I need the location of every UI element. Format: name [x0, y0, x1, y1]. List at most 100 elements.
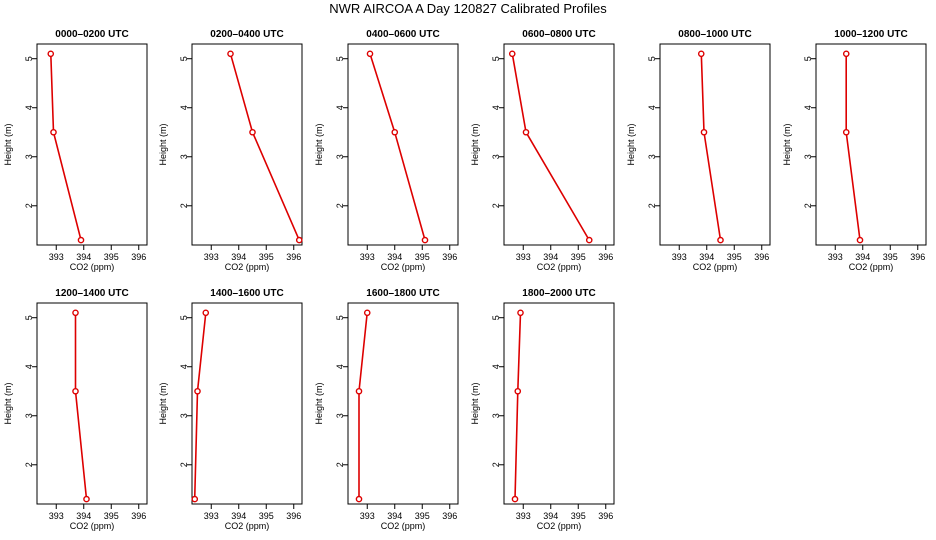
data-point: [355, 495, 363, 503]
panel-title: 1800–2000 UTC: [522, 288, 595, 299]
profile-panel: 1000–1200 UTC 393 394 395 396 2 3 4 5 CO2 (ppm) He…: [782, 29, 927, 272]
y-axis-label: Height (m): [314, 123, 324, 165]
plot-frame: [503, 43, 615, 246]
x-tick-label: 393: [360, 252, 375, 262]
x-axis-label: CO2 (ppm): [381, 262, 426, 272]
profile-line: [229, 53, 300, 241]
x-tick-label: 394: [76, 252, 91, 262]
x-tick-label: 393: [516, 252, 531, 262]
data-point: [522, 128, 530, 136]
y-tick-label: 4: [647, 105, 657, 110]
plot-frame: [36, 302, 148, 505]
data-point: [227, 50, 234, 58]
x-tick-label: 395: [571, 252, 586, 262]
data-point: [508, 50, 516, 58]
x-tick-label: 393: [49, 511, 64, 521]
data-point: [391, 128, 399, 136]
y-axis-label: Height (m): [158, 382, 168, 424]
y-tick-label: 5: [491, 315, 501, 320]
y-tick-label: 4: [491, 105, 501, 110]
y-tick-label: 5: [179, 56, 189, 61]
y-axis-label: Height (m): [782, 123, 792, 165]
y-tick-label: 3: [179, 154, 189, 159]
y-axis-label: Height (m): [3, 123, 13, 165]
x-axis-label: CO2 (ppm): [70, 521, 115, 531]
y-tick-label: 4: [179, 105, 189, 110]
x-tick-label: 396: [131, 252, 146, 262]
x-axis-label: CO2 (ppm): [225, 262, 270, 272]
x-tick-label: 395: [727, 252, 742, 262]
y-tick-label: 5: [647, 56, 657, 61]
y-tick-label: 2: [335, 203, 345, 208]
x-tick-label: 393: [204, 252, 219, 262]
data-point: [514, 387, 522, 395]
profile-panel: 0000–0200 UTC 393 394 395 396 2 3 4 5 CO2 (ppm) He…: [3, 29, 148, 272]
plot-frame: [347, 43, 459, 246]
data-point: [842, 128, 850, 136]
profile-panel: 1800–2000 UTC 393 394 395 396 2 3 4 5 CO2 (ppm) He…: [470, 288, 615, 531]
x-tick-label: 395: [104, 511, 119, 521]
data-point: [355, 387, 363, 395]
data-point: [366, 50, 374, 58]
data-point: [295, 236, 303, 244]
x-tick-label: 395: [259, 511, 274, 521]
x-tick-label: 394: [231, 511, 246, 521]
panel-title: 1000–1200 UTC: [834, 29, 907, 40]
x-tick-label: 394: [543, 252, 558, 262]
x-tick-label: 395: [415, 511, 430, 521]
x-tick-label: 395: [104, 252, 119, 262]
profile-line: [74, 312, 88, 500]
x-axis-label: CO2 (ppm): [849, 262, 894, 272]
data-point: [717, 236, 724, 244]
x-tick-label: 395: [883, 252, 898, 262]
y-tick-label: 5: [335, 315, 345, 320]
data-point: [697, 50, 705, 58]
y-axis-label: Height (m): [314, 382, 324, 424]
x-tick-label: 394: [76, 511, 91, 521]
data-point: [202, 309, 210, 317]
y-tick-label: 4: [803, 105, 813, 110]
profile-panel: 1200–1400 UTC 393 394 395 396 2 3 4 5 CO2 (ppm) He…: [3, 288, 148, 531]
y-tick-label: 3: [491, 413, 501, 418]
x-tick-label: 393: [360, 511, 375, 521]
x-tick-label: 395: [259, 252, 274, 262]
panel-title: 1600–1800 UTC: [366, 288, 439, 299]
y-tick-label: 2: [335, 462, 345, 467]
profile-line: [369, 53, 426, 241]
figure-title: NWR AIRCOA A Day 120827 Calibrated Profi…: [329, 1, 607, 16]
x-axis-label: CO2 (ppm): [381, 521, 426, 531]
y-tick-label: 2: [647, 203, 657, 208]
data-point: [72, 387, 79, 395]
profile-panel: 0200–0400 UTC 393 394 395 396 2 3 4 5 CO2 (ppm) He…: [158, 29, 303, 272]
data-point: [47, 50, 55, 58]
x-axis-label: CO2 (ppm): [225, 521, 270, 531]
y-tick-label: 2: [24, 203, 34, 208]
y-tick-label: 2: [179, 203, 189, 208]
y-tick-label: 2: [803, 203, 813, 208]
data-point: [363, 309, 371, 317]
x-tick-label: 393: [49, 252, 64, 262]
y-tick-label: 2: [24, 462, 34, 467]
y-axis-label: Height (m): [626, 123, 636, 165]
profile-line: [358, 312, 368, 500]
panel-title: 0600–0800 UTC: [522, 29, 595, 40]
y-axis-label: Height (m): [158, 123, 168, 165]
x-tick-label: 396: [598, 511, 613, 521]
y-tick-label: 5: [24, 56, 34, 61]
data-point: [249, 128, 256, 136]
data-point: [72, 309, 79, 317]
y-tick-label: 3: [335, 413, 345, 418]
x-tick-label: 396: [754, 252, 769, 262]
x-tick-label: 396: [442, 252, 457, 262]
data-point: [700, 128, 708, 136]
plot-frame: [36, 43, 148, 246]
x-tick-label: 396: [910, 252, 925, 262]
x-axis-label: CO2 (ppm): [693, 262, 738, 272]
y-tick-label: 2: [491, 203, 501, 208]
y-tick-label: 4: [335, 364, 345, 369]
x-tick-label: 394: [231, 252, 246, 262]
y-tick-label: 4: [335, 105, 345, 110]
y-tick-label: 3: [335, 154, 345, 159]
